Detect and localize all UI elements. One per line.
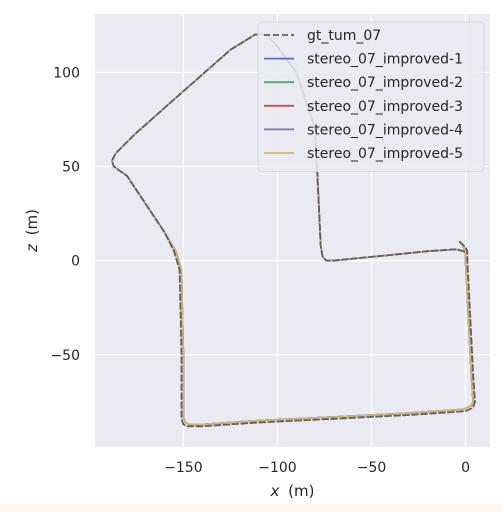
y-tick-labels: −50 0 50 100 <box>50 65 80 363</box>
bottom-strip <box>0 504 503 512</box>
y-tick-label: 100 <box>53 65 80 81</box>
y-tick-label: −50 <box>50 348 80 364</box>
x-axis-label-var: x <box>270 482 280 500</box>
series-line-gt_tum_07 <box>111 33 476 428</box>
x-axis-label-unit: (m) <box>288 482 314 500</box>
y-axis-label: z (m) <box>23 209 41 253</box>
y-tick-label: 0 <box>71 254 80 270</box>
y-axis-label-unit: (m) <box>23 209 41 235</box>
x-tick-label: −100 <box>258 460 296 476</box>
x-tick-label: 0 <box>461 460 470 476</box>
legend-label: stereo_07_improved-4 <box>307 122 463 138</box>
x-tick-label: −150 <box>164 460 202 476</box>
x-axis-label: x (m) <box>270 482 315 500</box>
legend-label: stereo_07_improved-3 <box>307 99 463 115</box>
x-tick-label: −50 <box>357 460 387 476</box>
x-tick-labels: −150 −100 −50 0 <box>164 460 470 476</box>
series-layer <box>111 33 476 428</box>
legend: gt_tum_07 stereo_07_improved-1 stereo_07_i… <box>257 21 485 173</box>
legend-label: stereo_07_improved-2 <box>307 75 463 91</box>
y-tick-label: 50 <box>62 159 80 175</box>
legend-label: gt_tum_07 <box>307 28 381 44</box>
legend-label: stereo_07_improved-5 <box>307 146 463 162</box>
y-axis-label-var: z <box>23 243 41 253</box>
legend-label: stereo_07_improved-1 <box>307 52 463 68</box>
legend-box <box>257 21 485 173</box>
